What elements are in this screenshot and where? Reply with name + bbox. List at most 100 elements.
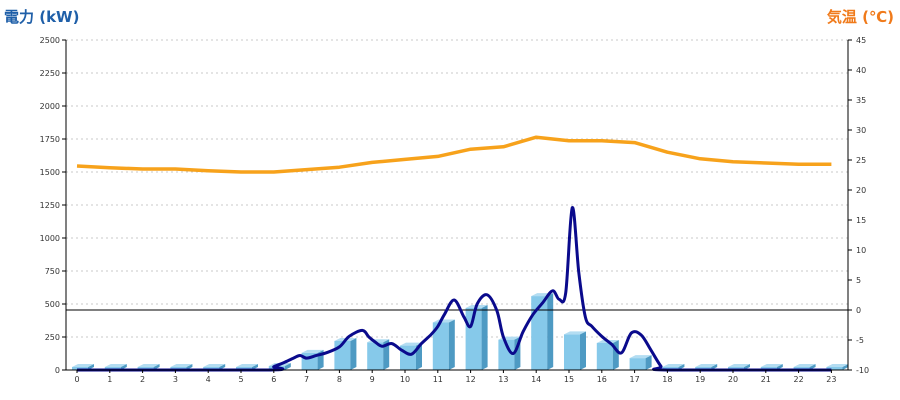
x-tick-label: 9 bbox=[370, 375, 375, 384]
power-bar-top bbox=[432, 319, 455, 323]
x-tick-label: 20 bbox=[728, 375, 738, 384]
power-bar-side bbox=[350, 337, 357, 370]
power-bar bbox=[564, 331, 586, 370]
x-tick-label: 22 bbox=[794, 375, 804, 384]
right-tick-label: 20 bbox=[856, 186, 866, 195]
bar-layer bbox=[72, 293, 849, 370]
x-tick-label: 21 bbox=[761, 375, 771, 384]
line-layer bbox=[66, 135, 848, 372]
power-bar-side bbox=[842, 364, 849, 370]
power-bar-top bbox=[400, 342, 422, 346]
right-tick-label: 40 bbox=[856, 66, 866, 75]
power-bar-top bbox=[564, 331, 586, 335]
x-tick-label: 17 bbox=[630, 375, 640, 384]
grid-layer bbox=[66, 39, 848, 338]
left-tick-label: 2500 bbox=[40, 36, 60, 45]
power-bar-top bbox=[728, 364, 750, 367]
right-tick-label: -5 bbox=[856, 336, 864, 345]
power-bar-top bbox=[104, 364, 127, 367]
power-bar bbox=[498, 336, 521, 370]
right-tick-label: 35 bbox=[856, 96, 866, 105]
right-axis-title: 気温 (℃) bbox=[826, 8, 894, 26]
right-tick-label: 10 bbox=[856, 246, 866, 255]
right-tick-label: 0 bbox=[856, 306, 861, 315]
left-tick-label: 2000 bbox=[40, 102, 60, 111]
right-tick-label: 25 bbox=[856, 156, 866, 165]
x-tick-label: 16 bbox=[597, 375, 607, 384]
x-tick-label: 1 bbox=[107, 375, 112, 384]
power-bar-top bbox=[170, 364, 193, 367]
left-tick-label: 1000 bbox=[40, 234, 60, 243]
power-bar-front bbox=[498, 339, 515, 370]
power-bar-front bbox=[531, 296, 548, 370]
right-tick-label: 45 bbox=[856, 36, 866, 45]
x-tick-label: 15 bbox=[564, 375, 574, 384]
x-tick-label: 5 bbox=[238, 375, 243, 384]
power-bar-top bbox=[236, 364, 258, 367]
power-bar-front bbox=[629, 358, 646, 370]
power-bar-top bbox=[760, 364, 783, 367]
x-tick-label: 0 bbox=[74, 375, 79, 384]
power-bar-top bbox=[826, 364, 849, 367]
left-tick-label: 2250 bbox=[40, 69, 60, 78]
power-bar bbox=[301, 349, 324, 370]
power-bar-side bbox=[284, 363, 291, 370]
power-bar-front bbox=[432, 322, 449, 370]
power-bar-side bbox=[547, 293, 554, 370]
power-bar bbox=[596, 339, 619, 370]
x-tick-label: 19 bbox=[695, 375, 705, 384]
left-tick-label: 1750 bbox=[40, 135, 60, 144]
power-bar bbox=[334, 337, 357, 370]
power-bar bbox=[465, 304, 488, 370]
right-tick-label: -10 bbox=[856, 366, 869, 375]
left-tick-label: 500 bbox=[45, 300, 60, 309]
x-tick-label: 7 bbox=[304, 375, 309, 384]
power-bar-side bbox=[645, 355, 652, 370]
left-tick-label: 750 bbox=[45, 267, 60, 276]
x-tick-label: 18 bbox=[662, 375, 672, 384]
power-bar-top bbox=[301, 349, 324, 353]
power-bar-front bbox=[596, 342, 613, 370]
temperature-line bbox=[76, 135, 832, 174]
power-trend-line bbox=[76, 206, 832, 372]
x-tick-label: 10 bbox=[400, 375, 410, 384]
left-axis-title: 電力 (kW) bbox=[4, 8, 80, 26]
power-bar-top bbox=[695, 364, 718, 367]
x-tick-label: 13 bbox=[498, 375, 508, 384]
power-bar-front bbox=[367, 342, 384, 370]
left-tick-label: 1500 bbox=[40, 168, 60, 177]
x-tick-label: 12 bbox=[466, 375, 476, 384]
x-tick-label: 3 bbox=[173, 375, 178, 384]
power-bar bbox=[826, 364, 849, 370]
power-bar-front bbox=[465, 307, 482, 370]
x-tick-label: 14 bbox=[531, 375, 541, 384]
power-bar-top bbox=[629, 355, 652, 359]
power-bar-side bbox=[481, 304, 488, 370]
x-tick-label: 11 bbox=[433, 375, 443, 384]
power-bar-side bbox=[448, 319, 455, 370]
tick-layer: 02505007501000125015001750200022502500-1… bbox=[40, 36, 869, 384]
x-tick-label: 8 bbox=[337, 375, 342, 384]
power-bar-top bbox=[203, 364, 226, 367]
x-tick-label: 4 bbox=[206, 375, 211, 384]
power-bar-front bbox=[826, 367, 843, 370]
power-bar bbox=[432, 319, 455, 370]
right-tick-label: 15 bbox=[856, 216, 866, 225]
right-tick-label: 5 bbox=[856, 276, 861, 285]
power-bar-top bbox=[72, 364, 94, 367]
x-tick-label: 23 bbox=[826, 375, 836, 384]
x-tick-label: 6 bbox=[271, 375, 276, 384]
x-tick-label: 2 bbox=[140, 375, 145, 384]
power-bar-top bbox=[137, 364, 160, 367]
axis-layer bbox=[62, 39, 852, 373]
left-tick-label: 1250 bbox=[40, 201, 60, 210]
left-tick-label: 250 bbox=[45, 333, 60, 342]
power-bar-front bbox=[564, 334, 580, 370]
power-bar-top bbox=[662, 364, 685, 367]
right-tick-label: 30 bbox=[856, 126, 866, 135]
power-bar bbox=[629, 355, 652, 370]
power-bar-top bbox=[793, 364, 816, 367]
power-bar-side bbox=[580, 331, 586, 370]
left-tick-label: 0 bbox=[55, 366, 60, 375]
